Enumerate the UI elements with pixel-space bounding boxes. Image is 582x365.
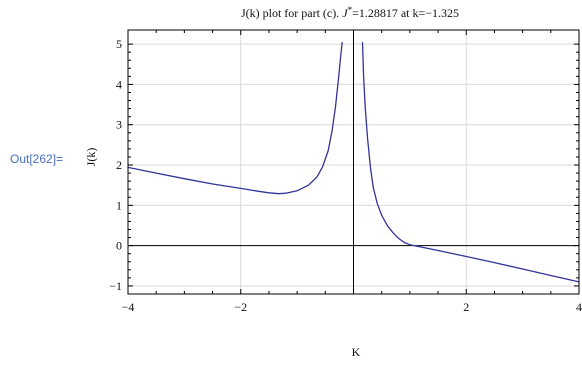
y-tick-label: 0 <box>116 239 122 253</box>
output-cell-label: Out[262]= <box>10 152 64 166</box>
ticks: −4 −2 2 4 −1 0 1 2 3 4 5 <box>109 30 582 314</box>
x-tick-label: 2 <box>463 300 469 314</box>
x-tick-label: −2 <box>234 300 247 314</box>
y-tick-label: 5 <box>116 37 122 51</box>
y-axis-title: J(k) <box>84 148 98 167</box>
jk-curve-segment <box>361 42 580 283</box>
y-tick-label: 4 <box>116 77 122 91</box>
axes <box>128 30 579 294</box>
series-layer <box>127 42 580 283</box>
y-tick-label: 2 <box>116 158 122 172</box>
jk-curve-segment <box>127 42 343 195</box>
y-tick-label: 3 <box>116 118 122 132</box>
x-tick-label: 4 <box>576 300 582 314</box>
chart-title: J(k) plot for part (c). J*=1.28817 at k=… <box>241 5 459 20</box>
x-tick-label: −4 <box>122 300 135 314</box>
x-axis-title: K <box>352 345 361 359</box>
y-tick-label: −1 <box>109 279 122 293</box>
y-tick-label: 1 <box>116 198 122 212</box>
